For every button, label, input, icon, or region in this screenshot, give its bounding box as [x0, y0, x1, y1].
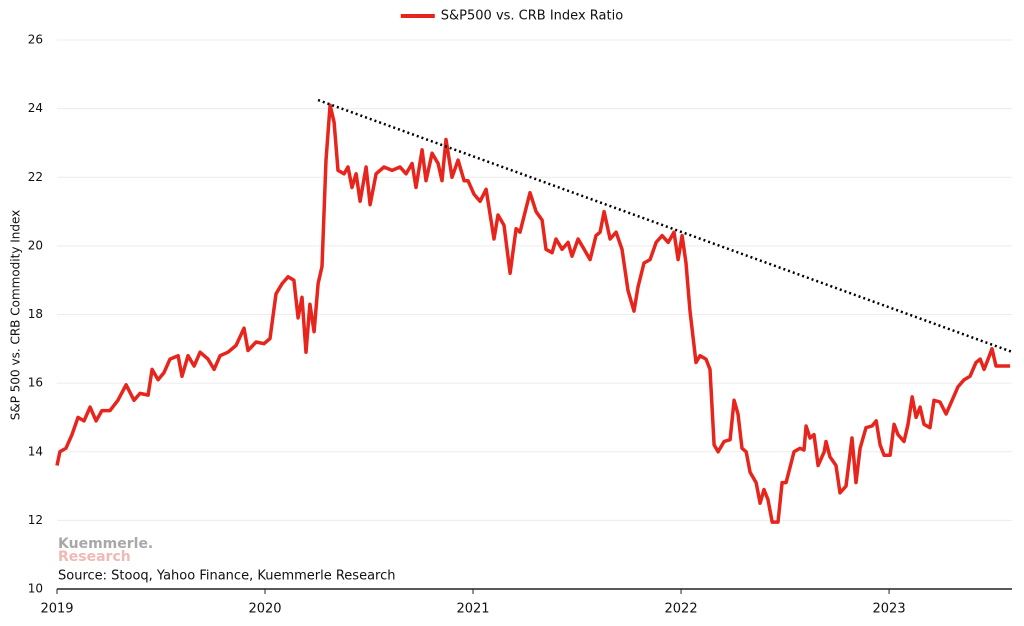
y-tick-label: 24	[28, 101, 43, 115]
x-tick-label: 2020	[248, 602, 281, 617]
y-tick-label: 16	[28, 376, 43, 390]
y-tick-label: 22	[28, 170, 43, 184]
data-line	[55, 103, 1011, 524]
y-axis-label: S&P 500 vs. CRB Commodity Index	[9, 210, 23, 421]
y-tick-label: 26	[28, 33, 43, 47]
y-tick-label: 10	[28, 582, 43, 596]
y-tick-label: 12	[28, 513, 43, 527]
watermark: Research	[58, 549, 131, 565]
source-note: Source: Stooq, Yahoo Finance, Kuemmerle …	[58, 569, 396, 584]
watermark: Kuemmerle.	[58, 536, 153, 552]
y-tick-label: 20	[28, 238, 43, 252]
x-tick-label: 2019	[40, 602, 73, 617]
x-tick-label: 2021	[456, 602, 489, 617]
x-tick-label: 2022	[665, 602, 698, 617]
x-tick-label: 2023	[873, 602, 906, 617]
y-tick-label: 18	[28, 307, 43, 321]
y-tick-label: 14	[28, 444, 43, 458]
legend-label: S&P500 vs. CRB Index Ratio	[441, 9, 623, 24]
trend-line	[317, 98, 1013, 354]
